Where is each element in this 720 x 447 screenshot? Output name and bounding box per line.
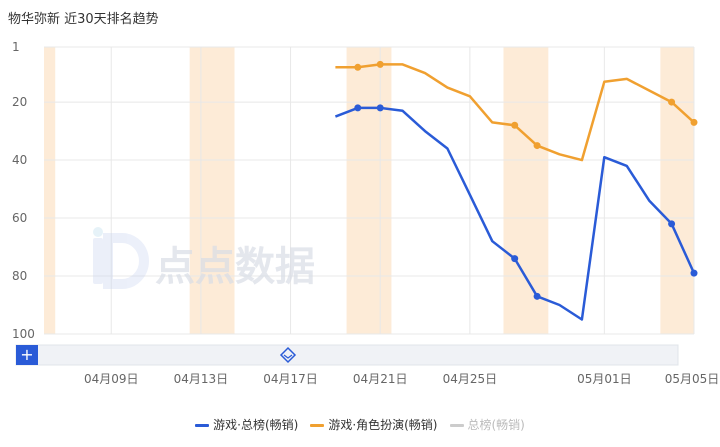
y-tick-label: 60 xyxy=(12,211,27,225)
series-point xyxy=(511,121,519,129)
y-tick-label: 80 xyxy=(12,269,27,283)
x-tick-label: 05月05日 xyxy=(665,372,720,386)
series-point xyxy=(354,63,362,71)
x-tick-label: 04月09日 xyxy=(84,372,139,386)
x-axis: 04月09日 04月13日 04月17日 04月21日 04月25日 05月01日 05月0… xyxy=(84,372,719,386)
watermark-text: 点点数据 xyxy=(155,244,315,290)
series-point xyxy=(533,292,541,300)
highlight-band xyxy=(44,47,56,334)
series-point xyxy=(376,104,384,112)
y-tick-label: 20 xyxy=(12,95,27,109)
legend-swatch xyxy=(195,424,210,427)
zoom-slider-add-button[interactable] xyxy=(16,345,38,365)
grid-lines xyxy=(44,46,695,335)
legend-label: 总榜(畅销) xyxy=(467,418,525,432)
series-point xyxy=(690,269,698,277)
x-tick-label: 04月13日 xyxy=(174,372,229,386)
highlight-band xyxy=(189,47,235,334)
x-tick-label: 04月21日 xyxy=(353,372,408,386)
chart-title: 物华弥新 近30天排名趋势 xyxy=(8,12,159,27)
zoom-slider[interactable]: + xyxy=(15,344,679,366)
y-tick-label: 100 xyxy=(12,327,35,341)
legend-item[interactable]: 游戏·角色扮演(畅销) xyxy=(310,416,438,433)
legend-item[interactable]: 总榜(畅销) xyxy=(449,416,525,433)
series-point xyxy=(376,60,384,68)
legend-swatch xyxy=(310,424,325,427)
highlight-band xyxy=(660,47,694,334)
zoom-slider-handle-icon[interactable] xyxy=(279,346,297,364)
series-layer xyxy=(334,60,698,321)
legend-label: 游戏·角色扮演(畅销) xyxy=(328,418,438,432)
y-axis: 1 20 40 60 80 100 xyxy=(12,40,35,341)
series-point xyxy=(533,142,541,150)
x-tick-label: 04月25日 xyxy=(443,372,498,386)
y-tick-label: 1 xyxy=(12,40,20,54)
highlight-band xyxy=(346,47,392,334)
zoom-slider-track[interactable] xyxy=(15,344,679,366)
series-point xyxy=(354,104,362,112)
series-point xyxy=(668,98,676,106)
x-tick-label: 04月17日 xyxy=(263,372,318,386)
plus-icon: + xyxy=(20,345,33,364)
legend-item[interactable]: 游戏·总榜(畅销) xyxy=(195,416,298,433)
y-tick-label: 40 xyxy=(12,153,27,167)
legend-label: 游戏·总榜(畅销) xyxy=(213,418,299,432)
series-point xyxy=(690,118,698,126)
legend: 游戏·总榜(畅销) 游戏·角色扮演(畅销) 总榜(畅销) xyxy=(0,416,720,433)
weekend-bands xyxy=(44,47,694,334)
series-point xyxy=(668,220,676,228)
legend-swatch xyxy=(449,424,464,427)
x-tick-label: 05月01日 xyxy=(577,372,632,386)
series-point xyxy=(511,255,519,263)
watermark-logo-icon xyxy=(93,227,149,289)
watermark: 点点数据 xyxy=(93,227,315,290)
highlight-band xyxy=(503,47,549,334)
